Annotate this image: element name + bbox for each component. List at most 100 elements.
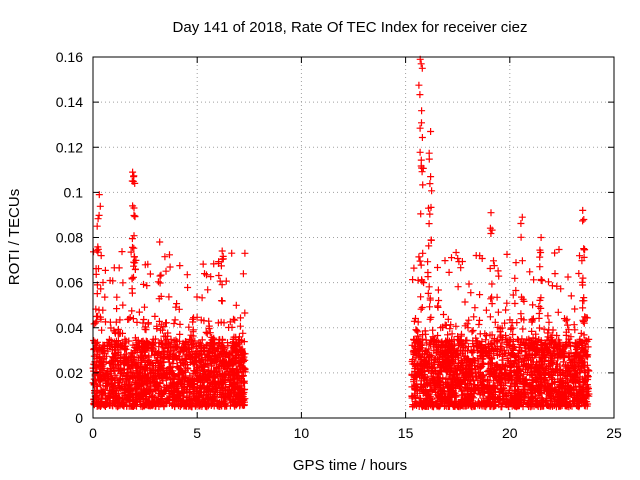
data-point	[146, 386, 154, 394]
data-point	[148, 362, 156, 370]
data-point	[93, 290, 101, 298]
data-point	[467, 289, 475, 297]
data-point	[118, 248, 126, 256]
grid-lines	[93, 57, 614, 418]
data-point	[446, 325, 454, 333]
data-point	[193, 342, 201, 350]
data-point-peak	[417, 60, 425, 68]
data-point	[222, 370, 230, 378]
data-point	[162, 368, 170, 376]
data-point	[151, 402, 159, 410]
x-axis-label: GPS time / hours	[293, 457, 407, 474]
data-point	[93, 246, 101, 254]
data-point	[418, 134, 426, 141]
data-point	[503, 250, 511, 258]
data-point	[155, 317, 163, 325]
data-point	[538, 277, 546, 285]
data-point-peak	[427, 173, 435, 181]
data-point	[235, 391, 243, 399]
data-point	[221, 397, 229, 405]
data-point	[165, 355, 173, 363]
data-point	[112, 364, 120, 372]
data-point	[128, 307, 136, 315]
data-point	[187, 396, 195, 404]
data-point	[109, 397, 117, 405]
data-point	[202, 387, 210, 395]
data-point	[150, 374, 158, 381]
data-point	[178, 374, 186, 382]
data-point	[98, 326, 106, 334]
y-tick-label: 0.04	[56, 320, 83, 336]
data-point	[219, 342, 227, 350]
data-point	[113, 305, 121, 313]
data-point	[111, 379, 119, 387]
data-point	[190, 389, 198, 397]
data-point	[228, 249, 236, 257]
data-point	[231, 375, 239, 383]
data-point	[119, 279, 127, 287]
data-point	[220, 345, 228, 353]
data-point	[536, 253, 544, 261]
data-point	[217, 318, 225, 326]
data-point	[208, 357, 216, 365]
data-point	[215, 272, 223, 279]
data-point	[193, 313, 201, 321]
data-point	[218, 297, 226, 305]
data-point	[217, 401, 225, 408]
data-point	[580, 294, 588, 302]
data-point	[170, 374, 178, 382]
data-point	[113, 293, 121, 301]
data-point	[416, 124, 424, 132]
data-point	[202, 328, 210, 336]
data-point	[116, 383, 124, 391]
data-point	[143, 282, 151, 290]
data-point	[230, 315, 237, 323]
data-point	[240, 377, 248, 385]
data-point	[488, 300, 496, 308]
data-point	[121, 392, 129, 399]
data-point	[152, 335, 159, 343]
data-point	[180, 345, 188, 353]
data-point	[229, 344, 237, 352]
data-point	[238, 358, 246, 366]
data-point	[184, 284, 192, 291]
data-point	[457, 264, 465, 272]
data-point	[158, 348, 166, 356]
data-point	[217, 372, 225, 380]
x-tick-label: 15	[398, 425, 414, 441]
data-point	[512, 259, 520, 267]
data-point	[99, 388, 107, 396]
data-point	[454, 283, 462, 291]
data-point	[235, 382, 243, 390]
data-point	[157, 388, 165, 396]
data-point	[239, 350, 247, 358]
data-point	[220, 358, 228, 365]
data-point	[129, 315, 137, 323]
data-point-peak	[129, 168, 137, 176]
data-point	[502, 306, 510, 314]
data-point	[471, 304, 479, 312]
data-point	[225, 354, 233, 362]
data-point	[180, 373, 188, 381]
data-point	[115, 378, 123, 386]
data-point-peak	[537, 234, 545, 241]
data-point	[133, 318, 141, 326]
data-point	[445, 268, 453, 276]
data-point	[130, 273, 137, 281]
data-point	[241, 309, 249, 317]
data-point	[119, 329, 126, 337]
data-point	[220, 376, 228, 384]
data-point	[227, 358, 235, 366]
data-point	[146, 270, 154, 278]
data-point	[147, 369, 154, 377]
data-point	[101, 266, 109, 274]
data-point	[545, 318, 553, 326]
data-point	[210, 391, 218, 399]
data-point	[123, 371, 131, 379]
data-point	[130, 212, 138, 219]
data-point	[142, 391, 150, 399]
data-point	[204, 359, 212, 367]
data-point	[108, 380, 116, 388]
data-point	[137, 371, 144, 379]
data-point	[202, 395, 210, 403]
